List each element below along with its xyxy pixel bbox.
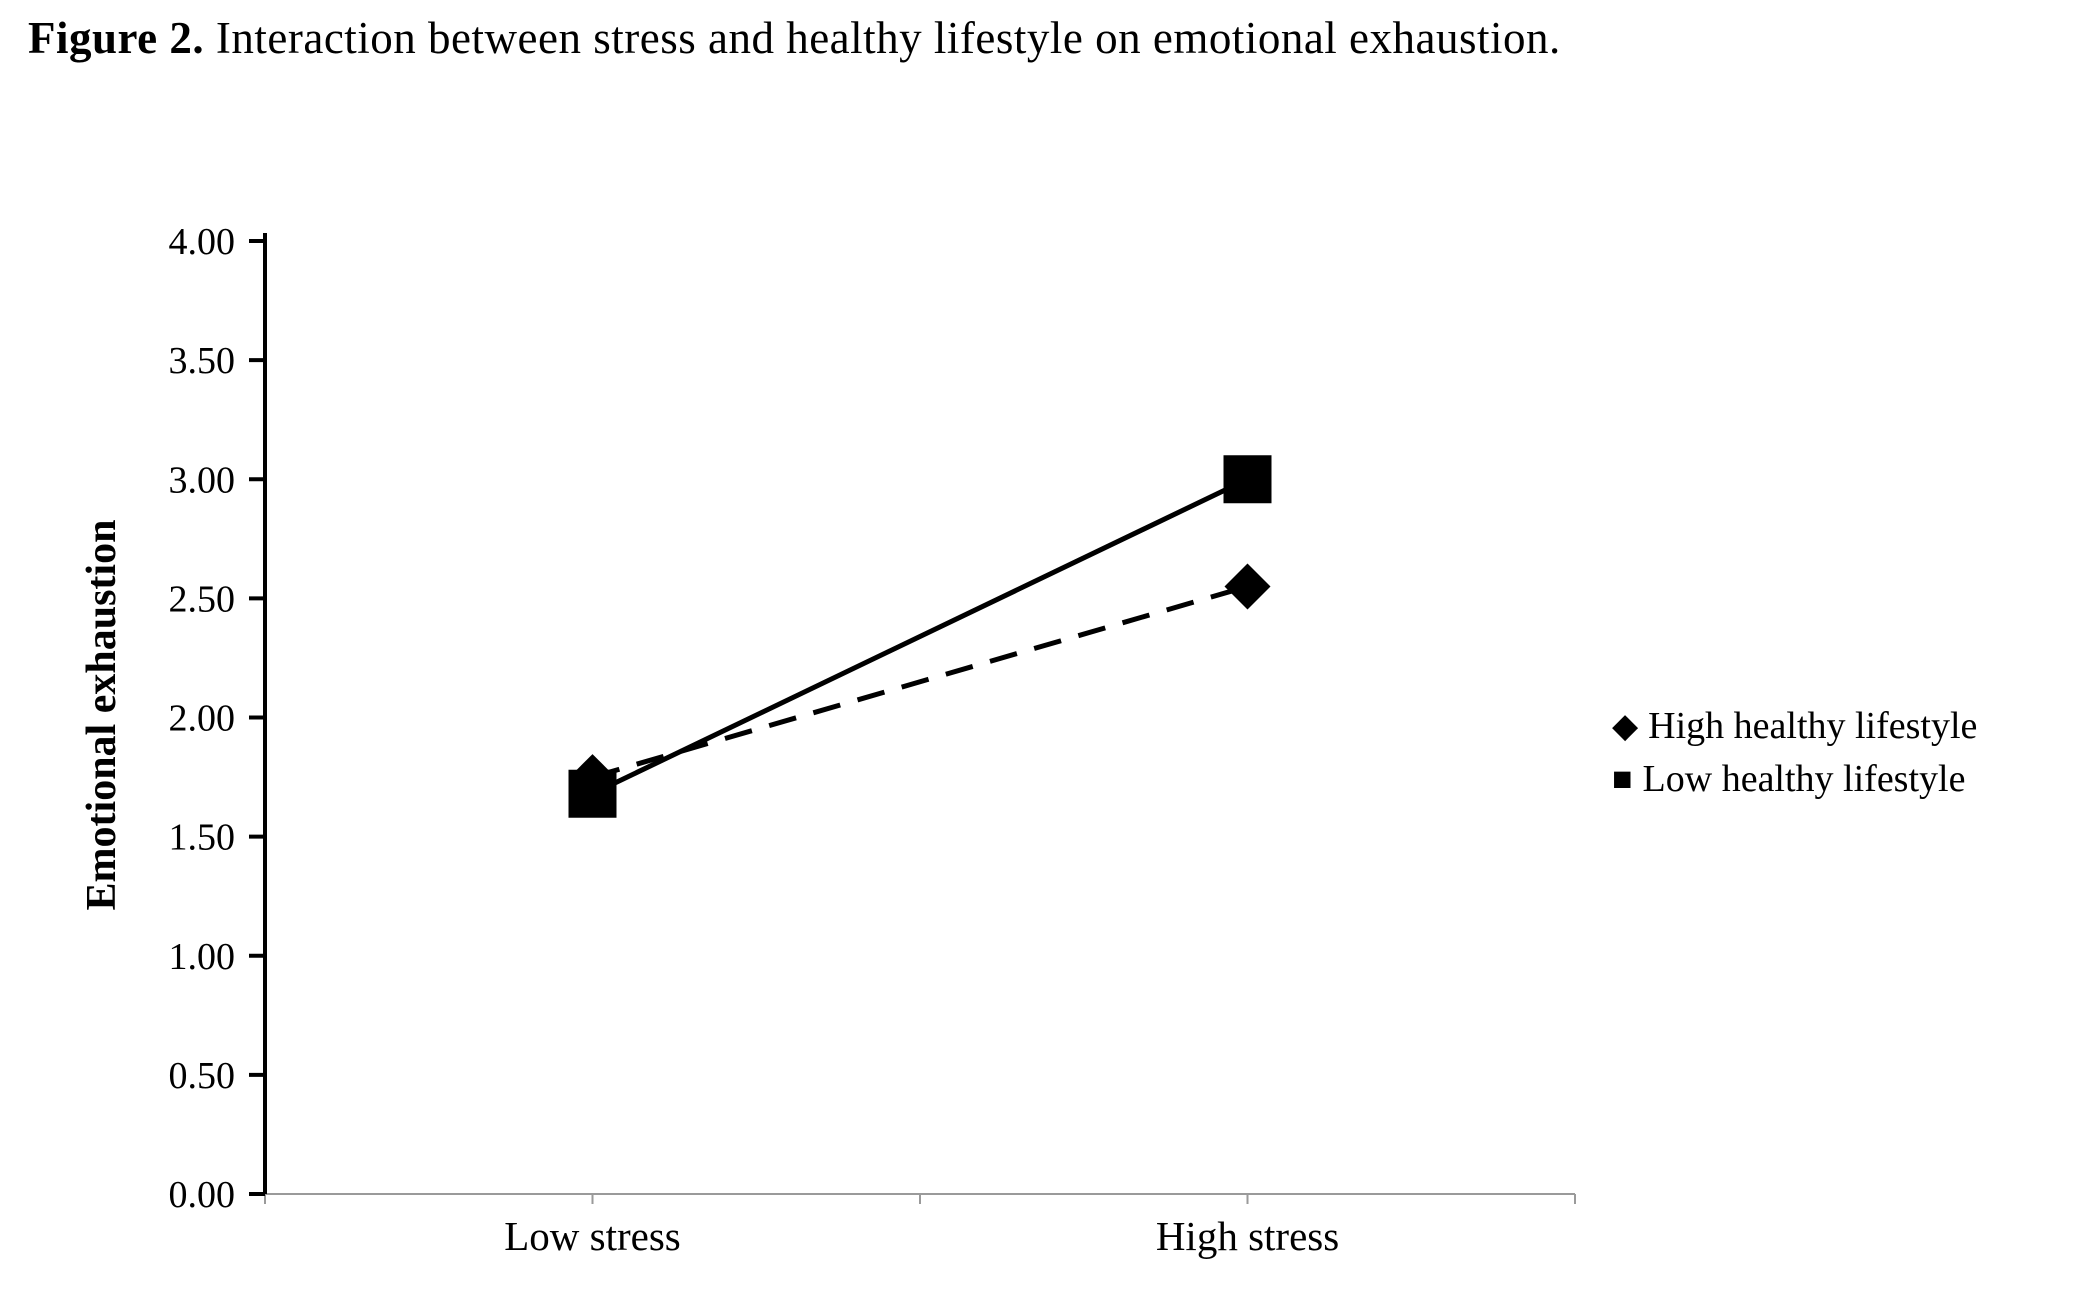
- figure-caption-text: Interaction between stress and healthy l…: [204, 13, 1561, 63]
- square-marker: [1223, 455, 1272, 504]
- legend-label: Low healthy lifestyle: [1642, 758, 1966, 801]
- series-line-solid: [591, 476, 1249, 796]
- square-legend-marker-icon: ■: [1612, 760, 1633, 798]
- y-tick-label: 3.00: [169, 459, 236, 501]
- diamond-marker: [1224, 563, 1271, 610]
- legend-item: ◆ High healthy lifestyle: [1612, 700, 1977, 753]
- diamond-legend-marker-icon: ◆: [1612, 707, 1639, 745]
- y-tick-label: 4.00: [169, 221, 236, 263]
- y-tick-label: 3.50: [169, 340, 236, 382]
- x-category-label: High stress: [1156, 1213, 1339, 1259]
- series-line-dashed: [591, 584, 1249, 780]
- y-tick-label: 2.50: [169, 578, 236, 620]
- y-tick-label: 1.00: [169, 936, 236, 978]
- legend-label: High healthy lifestyle: [1648, 705, 1978, 747]
- y-tick-label: 2.00: [169, 698, 236, 740]
- x-category-label: Low stress: [504, 1213, 681, 1259]
- square-marker: [568, 769, 617, 818]
- y-tick-label: 1.50: [169, 817, 236, 859]
- y-tick-label: 0.50: [169, 1055, 236, 1097]
- legend-item: ■ Low healthy lifestyle: [1612, 753, 1977, 806]
- figure-caption: Figure 2. Interaction between stress and…: [28, 12, 1561, 64]
- figure-label: Figure 2.: [28, 13, 205, 63]
- legend: ◆ High healthy lifestyle ■ Low healthy life…: [1612, 700, 1977, 806]
- y-tick-label: 0.00: [169, 1174, 236, 1216]
- y-axis-title: Emotional exhaustion: [79, 519, 125, 911]
